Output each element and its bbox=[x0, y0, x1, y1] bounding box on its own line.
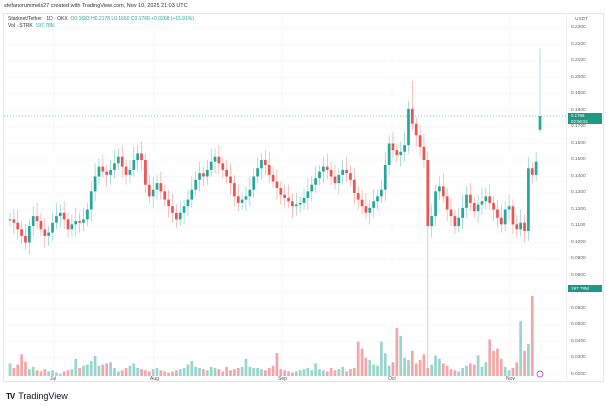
symbol-name[interactable]: Starknet/Tether · 1D · OKX bbox=[8, 16, 68, 22]
price-tick: 0.0200 bbox=[571, 371, 586, 377]
currency-label: USDT bbox=[575, 17, 589, 22]
price-tick: 0.1400 bbox=[571, 173, 586, 179]
time-tick: Aug bbox=[150, 376, 159, 382]
tradingview-logo-icon: TV bbox=[6, 391, 15, 401]
last-price-badge: 0.1766 02:56:51 bbox=[568, 113, 602, 125]
price-tick: 0.0300 bbox=[571, 355, 586, 360]
time-tick: Sep bbox=[278, 376, 287, 382]
price-tick: 0.1200 bbox=[571, 206, 586, 212]
time-tick: Jul bbox=[50, 376, 57, 382]
price-axis[interactable]: USDT 0.1766 02:56:51 197.78M 0.2300 0.220… bbox=[566, 13, 604, 382]
chart-frame[interactable] bbox=[3, 13, 604, 382]
volume-row: Vol · STRK 197.78M bbox=[8, 23, 194, 30]
tradingview-brand[interactable]: TV TradingView bbox=[6, 391, 68, 401]
volume-value: 197.78M bbox=[35, 23, 55, 29]
price-tick: 0.0800 bbox=[571, 272, 586, 278]
price-tick: 0.0700 bbox=[571, 289, 586, 294]
price-tick: 0.1500 bbox=[571, 157, 586, 162]
price-chart[interactable] bbox=[4, 14, 566, 380]
volume-label[interactable]: Vol · STRK bbox=[8, 23, 33, 29]
price-tick: 0.2000 bbox=[571, 74, 586, 80]
price-tick: 0.1100 bbox=[571, 223, 586, 228]
change-value: +0.0268 (+15.91%) bbox=[151, 16, 194, 22]
time-tick: Nov bbox=[506, 376, 515, 382]
last-price: 0.1766 bbox=[571, 113, 585, 119]
brand-name: TradingView bbox=[18, 391, 68, 401]
price-tick: 0.2300 bbox=[571, 25, 586, 30]
attribution-text: stefanorummels27 created with TradingVie… bbox=[4, 3, 188, 9]
high-value: H0.2178 bbox=[91, 16, 111, 22]
open-value: O0.1683 bbox=[70, 16, 90, 22]
close-value: C0.1766 bbox=[130, 16, 150, 22]
low-value: L0.1666 bbox=[111, 16, 130, 22]
price-tick: 0.1000 bbox=[571, 239, 586, 245]
volume-badge: 197.78M bbox=[568, 285, 602, 292]
symbol-ohlc-row: Starknet/Tether · 1D · OKX O0.1683 H0.21… bbox=[8, 16, 194, 23]
chart-legend: Starknet/Tether · 1D · OKX O0.1683 H0.21… bbox=[8, 16, 194, 30]
price-tick: 0.1900 bbox=[571, 91, 586, 96]
price-tick: 0.0400 bbox=[571, 338, 586, 344]
price-tick: 0.0900 bbox=[571, 256, 586, 261]
price-tick: 0.1600 bbox=[571, 140, 586, 146]
price-tick: 0.1800 bbox=[571, 107, 586, 113]
price-tick: 0.0600 bbox=[571, 305, 586, 311]
price-tick: 0.1300 bbox=[571, 190, 586, 195]
price-tick: 0.0500 bbox=[571, 322, 586, 327]
time-tick: Oct bbox=[388, 376, 396, 382]
countdown: 02:56:51 bbox=[571, 118, 589, 124]
price-tick: 0.2100 bbox=[571, 58, 586, 63]
price-tick: 0.1700 bbox=[571, 124, 586, 129]
price-tick: 0.2200 bbox=[571, 41, 586, 47]
